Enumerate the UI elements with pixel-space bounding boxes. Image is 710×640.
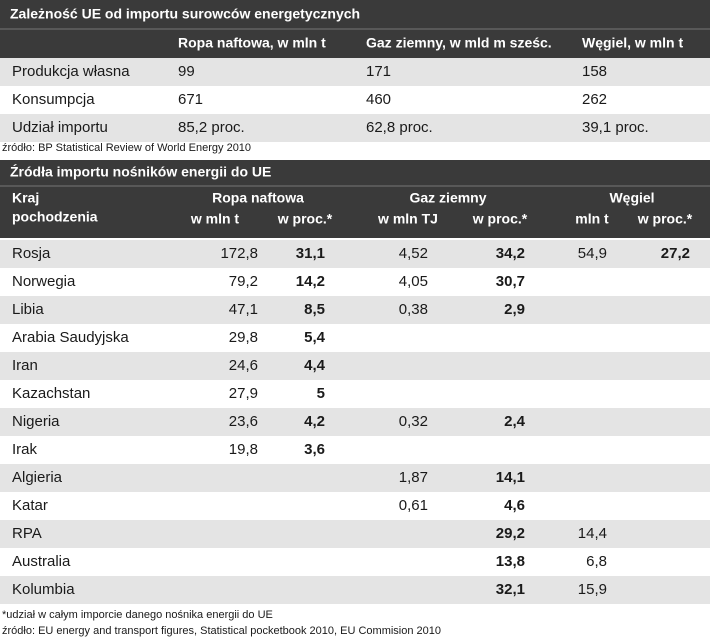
column-header: w mln t (190, 211, 240, 227)
row-label: Rosja (12, 245, 51, 262)
cell: 79,2 (229, 273, 258, 290)
row-bg (0, 408, 710, 436)
cell: 29,8 (229, 329, 258, 346)
row-label: Kolumbia (12, 581, 75, 598)
table-title: Zależność UE od importu surowców energet… (10, 6, 360, 22)
cell: 172,8 (220, 245, 258, 262)
header-bg (0, 160, 710, 238)
cell: 0,38 (399, 301, 428, 318)
cell: 47,1 (229, 301, 258, 318)
source: źródło: BP Statistical Review of World E… (2, 142, 251, 154)
column-header: Ropa naftowa, w mln t (178, 35, 326, 51)
cell: 158 (582, 63, 607, 80)
cell: 14,4 (578, 525, 607, 542)
cell: 2,4 (504, 413, 526, 430)
row-label: Irak (12, 441, 38, 458)
group-header: Ropa naftowa (212, 190, 304, 206)
cell: 1,87 (399, 469, 428, 486)
cell: 0,32 (399, 413, 428, 430)
column-header: w proc.* (472, 211, 528, 227)
cell: 4,2 (304, 413, 325, 430)
cell: 27,9 (229, 385, 258, 402)
cell: 6,8 (586, 553, 607, 570)
cell: 32,1 (496, 581, 525, 598)
cell: 54,9 (578, 245, 607, 262)
cell: 34,2 (496, 245, 525, 262)
cell: 85,2 proc. (178, 119, 245, 136)
column-header: w mln TJ (377, 211, 438, 227)
cell: 23,6 (229, 413, 258, 430)
cell: 262 (582, 91, 607, 108)
row-label: Nigeria (12, 413, 60, 430)
row-label: Udział importu (12, 119, 108, 136)
cell: 171 (366, 63, 391, 80)
cell: 4,52 (399, 245, 428, 262)
row-label: Arabia Saudyjska (12, 329, 129, 346)
cell: 671 (178, 91, 203, 108)
row-label: Iran (12, 357, 38, 374)
cell: 8,5 (304, 301, 325, 318)
row-bg (0, 352, 710, 380)
row-bg (0, 464, 710, 492)
cell: 24,6 (229, 357, 258, 374)
cell: 19,8 (229, 441, 258, 458)
group-header: Gaz ziemny (409, 190, 486, 206)
cell: 30,7 (496, 273, 525, 290)
row-label: Libia (12, 301, 44, 318)
cell: 5 (317, 385, 325, 402)
cell: 15,9 (578, 581, 607, 598)
cell: 5,4 (304, 329, 326, 346)
row-bg (0, 296, 710, 324)
row-bg (0, 576, 710, 604)
row-label: Algieria (12, 469, 63, 486)
cell: 4,4 (304, 357, 326, 374)
cell: 4,05 (399, 273, 428, 290)
row-bg (0, 520, 710, 548)
column-header: mln t (575, 211, 609, 227)
row-label: Konsumpcja (12, 91, 95, 108)
cell: 0,61 (399, 497, 428, 514)
cell: 62,8 proc. (366, 119, 433, 136)
row-bg (0, 58, 710, 86)
column-header: w proc.* (277, 211, 333, 227)
cell: 29,2 (496, 525, 525, 542)
column-header: Węgiel, w mln t (582, 35, 683, 51)
cell: 14,2 (296, 273, 325, 290)
column-header: w proc.* (637, 211, 693, 227)
cell: 13,8 (496, 553, 525, 570)
cell: 27,2 (661, 245, 690, 262)
column-header: Gaz ziemny, w mld m sześc. (366, 35, 552, 51)
cell: 31,1 (296, 245, 325, 262)
row-label: Norwegia (12, 273, 76, 290)
cell: 460 (366, 91, 391, 108)
cell: 14,1 (496, 469, 525, 486)
table-title: Źródła importu nośników energii do UE (10, 164, 271, 180)
row-label: Kazachstan (12, 385, 90, 402)
column-header: pochodzenia (12, 209, 98, 225)
row-label: Australia (12, 553, 71, 570)
source: źródło: EU energy and transport figures,… (2, 625, 441, 637)
cell: 39,1 proc. (582, 119, 649, 136)
group-header: Węgiel (609, 190, 654, 206)
cell: 2,9 (504, 301, 525, 318)
footnote: *udział w całym imporcie danego nośnika … (2, 609, 273, 621)
row-label: RPA (12, 525, 42, 542)
row-bg (0, 114, 710, 142)
row-label: Katar (12, 497, 48, 514)
row-label: Produkcja własna (12, 63, 130, 80)
row-bg (0, 240, 710, 268)
cell: 4,6 (504, 497, 525, 514)
column-header: Kraj (12, 190, 39, 206)
cell: 99 (178, 63, 195, 80)
cell: 3,6 (304, 441, 325, 458)
